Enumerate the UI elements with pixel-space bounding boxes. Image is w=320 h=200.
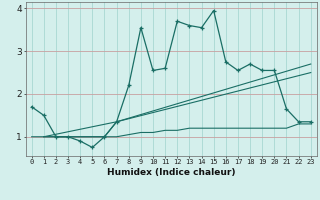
- X-axis label: Humidex (Indice chaleur): Humidex (Indice chaleur): [107, 168, 236, 177]
